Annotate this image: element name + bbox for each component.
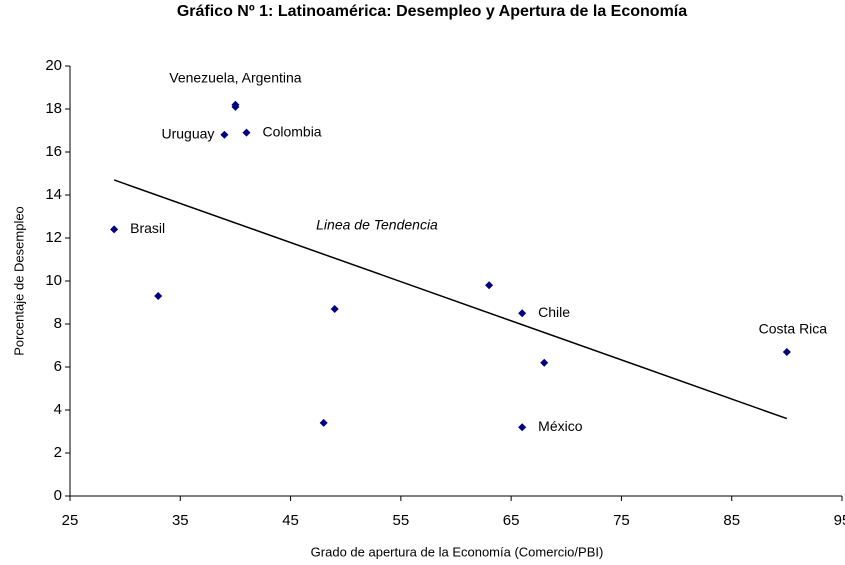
point	[330, 304, 339, 313]
x-tick-label: 55	[393, 512, 410, 529]
point-label: Costa Rica	[759, 321, 828, 337]
y-tick-label: 16	[45, 143, 62, 160]
point	[231, 102, 240, 111]
point	[782, 347, 791, 356]
y-tick-label: 2	[54, 444, 62, 461]
y-tick-label: 12	[45, 229, 62, 246]
x-tick-label: 75	[613, 512, 630, 529]
point	[485, 281, 494, 290]
point	[319, 418, 328, 427]
y-tick-label: 8	[54, 315, 62, 332]
point-label: Uruguay	[161, 126, 214, 142]
point	[154, 292, 163, 301]
y-tick-label: 0	[54, 487, 62, 504]
trendline	[113, 179, 788, 420]
point	[242, 128, 251, 137]
point	[110, 225, 119, 234]
y-tick-label: 18	[45, 100, 62, 117]
point	[220, 130, 229, 139]
y-tick-label: 20	[45, 57, 62, 74]
y-tick-label: 4	[54, 401, 62, 418]
point-label: Chile	[538, 304, 570, 320]
point	[540, 358, 549, 367]
x-tick-label: 45	[282, 512, 299, 529]
x-tick-label: 25	[62, 512, 79, 529]
x-tick-label: 65	[503, 512, 520, 529]
y-tick-label: 10	[45, 272, 62, 289]
x-axis-label: Grado de apertura de la Economía (Comerc…	[311, 544, 604, 559]
x-tick-label: 85	[723, 512, 740, 529]
x-tick-label: 35	[172, 512, 189, 529]
y-tick-label: 14	[45, 186, 62, 203]
point	[518, 423, 527, 432]
y-axis-label: Porcentaje de Desempleo	[11, 206, 26, 356]
y-tick-label: 6	[54, 358, 62, 375]
point-label: Venezuela, Argentina	[169, 69, 302, 85]
trendline-label: Linea de Tendencia	[316, 217, 438, 233]
point-label: México	[538, 418, 583, 434]
x-tick-label: 95	[834, 512, 845, 529]
point	[518, 309, 527, 318]
chart-title: Gráfico Nº 1: Latinoamérica: Desempleo y…	[176, 3, 688, 20]
point-label: Brasil	[130, 220, 165, 236]
point-label: Colombia	[262, 123, 321, 139]
